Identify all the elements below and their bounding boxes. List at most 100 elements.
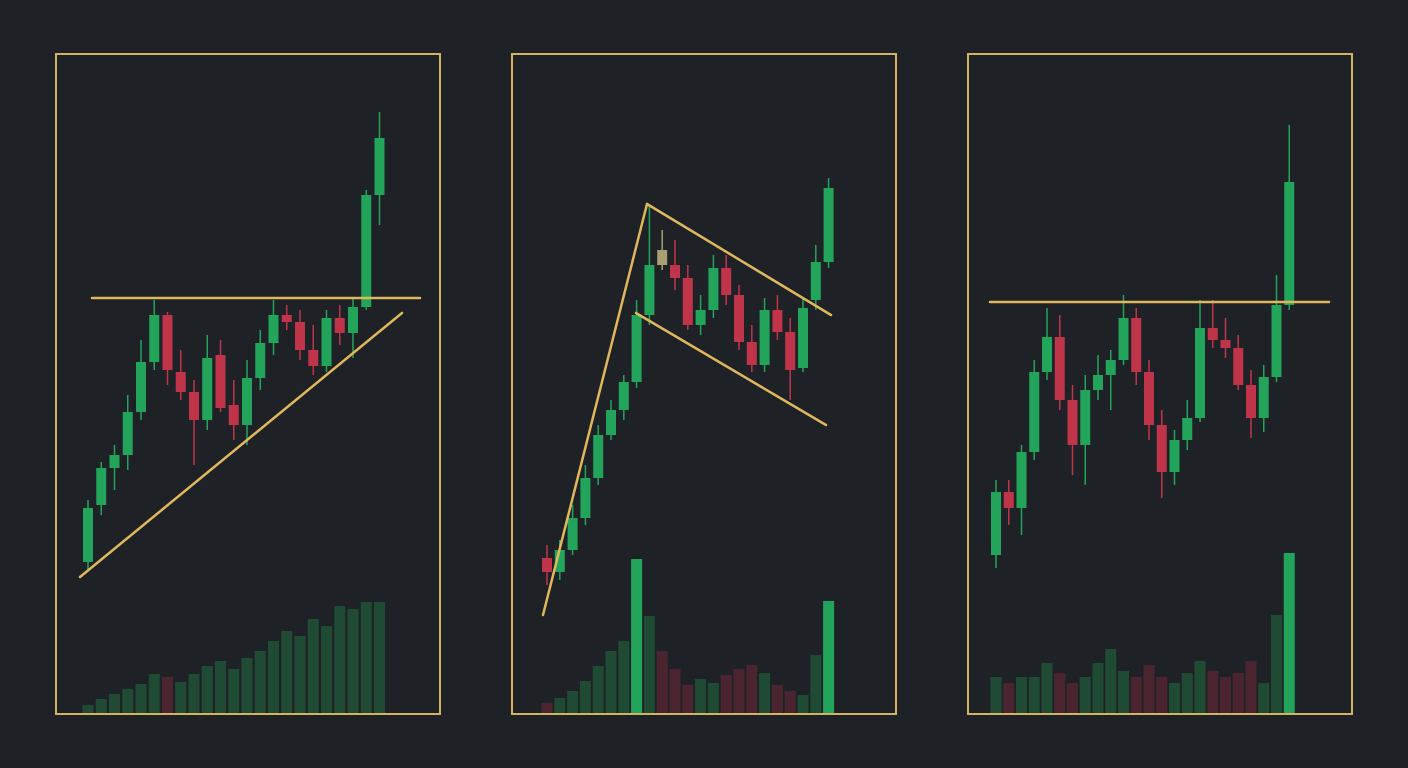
flag-lower-line — [634, 311, 828, 427]
candle-body — [785, 332, 796, 370]
volume-bar — [784, 691, 796, 713]
marks — [82, 112, 1295, 713]
candle-body — [268, 315, 279, 343]
candle-body — [374, 138, 385, 195]
volume-bar — [1220, 677, 1231, 713]
volume-bar — [1105, 649, 1117, 713]
volume-bar — [733, 669, 745, 713]
candle-body — [162, 315, 173, 370]
volume-bar — [1156, 677, 1168, 713]
volume-bar — [1181, 673, 1193, 713]
candle-body — [109, 455, 120, 468]
candle-body — [682, 278, 693, 325]
candle-body — [1233, 348, 1244, 385]
volume-bar — [241, 658, 253, 713]
volume-bar — [1028, 677, 1040, 713]
candle-body — [295, 322, 305, 350]
candle-body — [1054, 337, 1065, 400]
volume-bar — [1283, 553, 1295, 713]
candle-body — [348, 307, 358, 333]
volume-bar — [175, 682, 187, 713]
candle-body — [1029, 372, 1040, 452]
candle-body — [1144, 372, 1154, 425]
volume-bar — [374, 602, 385, 713]
candle-body — [991, 492, 1001, 555]
candle-body — [670, 265, 680, 278]
candle-body — [657, 250, 668, 265]
candle-body — [618, 382, 629, 410]
candle-body — [593, 435, 604, 478]
panel-frame — [967, 53, 1353, 715]
candle-body — [644, 265, 655, 315]
volume-bar — [1118, 671, 1129, 713]
candle-body — [1003, 492, 1014, 508]
volume-bar — [631, 559, 643, 713]
volume-bar — [669, 669, 681, 713]
volume-bar — [188, 674, 200, 713]
volume-bar — [771, 685, 783, 713]
volume-bar — [334, 606, 346, 713]
candle-body — [361, 195, 372, 307]
candle-body — [721, 268, 732, 295]
candle-body — [175, 372, 186, 392]
candle-body — [242, 378, 252, 425]
support-line — [78, 311, 404, 579]
volume-bar — [215, 661, 226, 713]
volume-bar — [592, 666, 604, 713]
candle-body — [308, 350, 319, 366]
volume-bar — [1079, 677, 1091, 713]
volume-bar — [746, 665, 758, 713]
volume-bar — [1207, 671, 1219, 713]
candle-body — [810, 262, 821, 300]
panel-frame — [55, 53, 441, 715]
volume-bar — [720, 675, 732, 713]
volume-bar — [541, 703, 553, 713]
candle-body — [334, 318, 345, 333]
candle-body — [734, 295, 744, 342]
volume-bar — [95, 699, 107, 713]
candle-body — [1118, 318, 1129, 360]
volume-bar — [567, 691, 579, 713]
volume-bar — [148, 674, 160, 713]
candle-body — [1131, 318, 1142, 372]
volume-bar — [1054, 673, 1066, 713]
volume-bar — [122, 689, 134, 713]
candle-body — [1182, 418, 1193, 440]
volume-bar — [1232, 673, 1244, 713]
volume-bar — [1130, 677, 1142, 713]
volume-bar — [707, 683, 719, 713]
candle-body — [149, 315, 160, 362]
candle-body — [798, 308, 808, 368]
volume-bar — [109, 694, 120, 713]
candle-body — [631, 315, 642, 382]
candle-body — [1195, 328, 1205, 418]
volume-bar — [228, 669, 240, 713]
volume-bar — [1258, 683, 1270, 713]
volume-bar — [82, 705, 94, 713]
candle-body — [1080, 390, 1091, 445]
volume-bar — [254, 651, 266, 713]
candle-body — [759, 310, 770, 365]
volume-bar — [554, 698, 566, 713]
volume-bar — [579, 681, 591, 713]
candle-body — [1284, 182, 1295, 305]
candle-body — [202, 358, 213, 420]
candle-body — [1220, 340, 1231, 348]
candle-body — [1105, 360, 1116, 375]
candle-body — [580, 478, 591, 518]
candle-body — [823, 188, 834, 262]
panel-frame — [511, 53, 897, 715]
volume-bar — [162, 677, 173, 713]
volume-bar — [1143, 665, 1155, 713]
volume-bar — [810, 655, 822, 713]
flag-upper-line — [645, 202, 833, 317]
candle-body — [708, 268, 719, 310]
candle-body — [1156, 425, 1167, 472]
candle-body — [122, 412, 133, 455]
volume-bar — [307, 619, 319, 713]
candle-body — [606, 410, 616, 435]
candle-body — [228, 405, 239, 425]
candle-body — [554, 550, 565, 572]
